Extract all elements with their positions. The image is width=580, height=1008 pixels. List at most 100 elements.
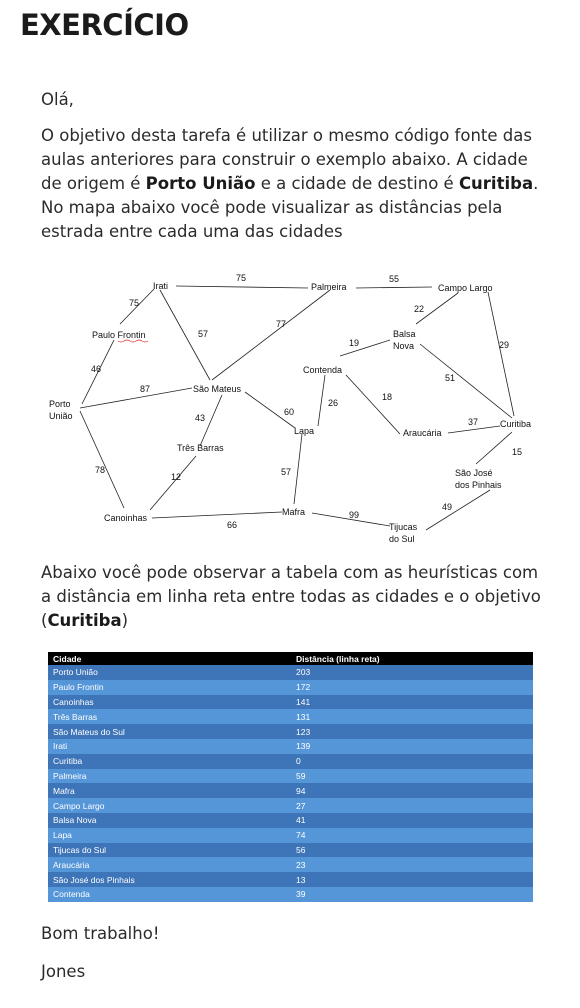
- table-row: Contenda 39: [48, 886, 533, 902]
- dist-sao-jose-tijucas: 49: [442, 502, 452, 512]
- dist-curitiba-sao-jose: 15: [512, 447, 522, 457]
- city-cell: Balsa Nova: [48, 812, 291, 828]
- dist-campo-largo-curitiba: 29: [499, 340, 509, 350]
- city-lapa: Lapa: [294, 426, 314, 436]
- distance-cell: 139: [291, 738, 533, 754]
- distance-cell: 172: [291, 679, 533, 695]
- table-header-row: Cidade Distância (linha reta): [48, 652, 533, 665]
- destination-city: Curitiba: [458, 174, 534, 193]
- heuristics-text-1: Abaixo você pode observar a tabela com a…: [41, 563, 541, 630]
- signature: Jones: [41, 962, 86, 981]
- distance-cell: 27: [291, 798, 533, 813]
- city-balsa-nova-line1: Balsa: [393, 329, 416, 339]
- table-row: Paulo Frontin 172: [48, 679, 533, 695]
- closing-text: Bom trabalho!: [41, 924, 160, 943]
- city-sao-jose-line2: dos Pinhais: [455, 480, 502, 490]
- city-cell: Curitiba: [48, 753, 291, 769]
- city-sao-mateus: São Mateus: [193, 384, 242, 394]
- table-row: Mafra 94: [48, 783, 533, 799]
- table-row: Tijucas do Sul 56: [48, 842, 533, 858]
- dist-irati-palmeira: 75: [236, 273, 246, 283]
- city-contenda: Contenda: [303, 365, 342, 375]
- dist-porto-uniao-sao-mateus: 87: [140, 384, 150, 394]
- dist-lapa-mafra: 57: [281, 467, 291, 477]
- distance-cell: 23: [291, 857, 533, 873]
- dist-sao-mateus-tres-barras: 43: [195, 413, 205, 423]
- dist-contenda-lapa: 26: [328, 398, 338, 408]
- city-cell: Palmeira: [48, 768, 291, 784]
- table-row: Curitiba 0: [48, 753, 533, 769]
- city-cell: Mafra: [48, 783, 291, 799]
- city-tijucas-line1: Tijucas: [389, 522, 418, 532]
- dist-paulo-frontin-porto-uniao: 46: [91, 364, 101, 374]
- city-cell: Paulo Frontin: [48, 679, 291, 695]
- column-header-distance: Distância (linha reta): [291, 652, 533, 665]
- city-labels: Irati Palmeira Campo Largo Paulo Frontin…: [49, 281, 531, 544]
- city-araucaria: Araucária: [403, 428, 442, 438]
- table-row: Balsa Nova 41: [48, 812, 533, 828]
- city-cell: Três Barras: [48, 709, 291, 725]
- dist-palmeira-campo-largo: 55: [389, 274, 399, 284]
- city-porto-uniao-line2: União: [49, 411, 73, 421]
- distance-cell: 203: [291, 665, 533, 680]
- city-cell: Araucária: [48, 857, 291, 873]
- distance-labels: 75 55 75 57 77 22 29 19 51 46 87 26 18 6…: [91, 273, 522, 530]
- distance-cell: 0: [291, 753, 533, 769]
- dist-irati-paulo-frontin: 75: [129, 298, 139, 308]
- city-cell: Campo Largo: [48, 798, 291, 813]
- table-row: Araucária 23: [48, 857, 533, 873]
- dist-contenda-araucaria: 18: [382, 392, 392, 402]
- origin-city: Porto União: [145, 174, 256, 193]
- intro-text-3: . No mapa abaixo você pode visualizar as…: [41, 174, 539, 241]
- city-cell: Tijucas do Sul: [48, 842, 291, 858]
- intro-paragraph: O objetivo desta tarefa é utilizar o mes…: [41, 124, 541, 244]
- distance-cell: 13: [291, 872, 533, 887]
- table-row: São José dos Pinhais 13: [48, 872, 533, 887]
- city-cell: Contenda: [48, 886, 291, 902]
- city-cell: São José dos Pinhais: [48, 872, 291, 887]
- table-row: Campo Largo 27: [48, 798, 533, 813]
- table-row: Lapa 74: [48, 827, 533, 843]
- city-cell: Canoinhas: [48, 694, 291, 710]
- heuristics-table: Cidade Distância (linha reta) Porto Uniã…: [48, 652, 533, 902]
- city-tres-barras: Três Barras: [177, 443, 224, 453]
- city-sao-jose-line1: São José: [455, 468, 493, 478]
- distance-cell: 131: [291, 709, 533, 725]
- distance-cell: 39: [291, 886, 533, 902]
- city-paulo-frontin: Paulo Frontin: [92, 330, 146, 340]
- city-curitiba: Curitiba: [500, 419, 531, 429]
- dist-irati-sao-mateus: 57: [198, 329, 208, 339]
- intro-text-2: e a cidade de destino é: [255, 174, 459, 193]
- distance-cell: 74: [291, 827, 533, 843]
- dist-araucaria-curitiba: 37: [468, 417, 478, 427]
- column-header-city: Cidade: [48, 652, 291, 665]
- dist-tres-barras-canoinhas: 12: [171, 472, 181, 482]
- dist-canoinhas-mafra: 66: [227, 520, 237, 530]
- city-cell: São Mateus do Sul: [48, 724, 291, 739]
- distance-cell: 94: [291, 783, 533, 799]
- table-row: Palmeira 59: [48, 768, 533, 784]
- distance-cell: 123: [291, 724, 533, 739]
- dist-palmeira-sao-mateus: 77: [276, 319, 286, 329]
- city-cell: Irati: [48, 738, 291, 754]
- distance-cell: 59: [291, 768, 533, 784]
- road-map-diagram: Irati Palmeira Campo Largo Paulo Frontin…: [49, 273, 531, 544]
- greeting: Olá,: [41, 90, 74, 109]
- city-balsa-nova-line2: Nova: [393, 341, 414, 351]
- road-lines: [79, 285, 515, 531]
- city-cell: Porto União: [48, 665, 291, 680]
- table-row: São Mateus do Sul 123: [48, 724, 533, 739]
- city-irati: Irati: [153, 281, 168, 291]
- table-row: Porto União 203: [48, 665, 533, 680]
- dist-balsa-nova-curitiba: 51: [445, 373, 455, 383]
- table-row: Três Barras 131: [48, 709, 533, 725]
- heuristics-paragraph: Abaixo você pode observar a tabela com a…: [41, 561, 541, 633]
- intro-text-1: O objetivo desta tarefa é utilizar o mes…: [41, 126, 532, 193]
- table-row: Irati 139: [48, 738, 533, 754]
- city-mafra: Mafra: [282, 507, 305, 517]
- table-row: Canoinhas 141: [48, 694, 533, 710]
- city-canoinhas: Canoinhas: [104, 513, 148, 523]
- dist-balsa-nova-contenda: 19: [349, 338, 359, 348]
- heuristics-text-2: ): [121, 611, 129, 630]
- city-campo-largo: Campo Largo: [438, 283, 493, 293]
